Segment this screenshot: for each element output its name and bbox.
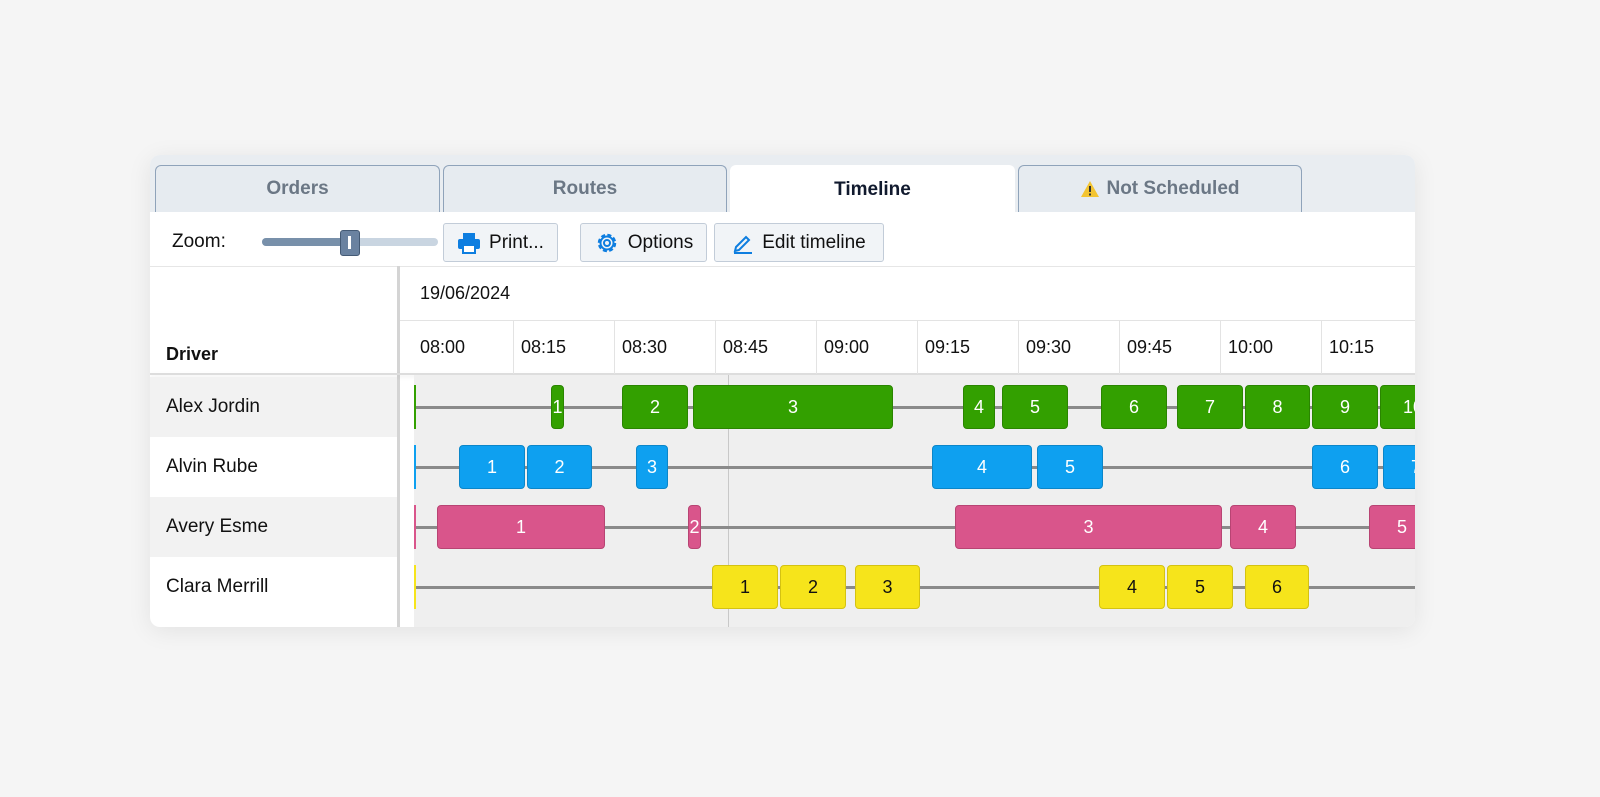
edit-button[interactable]: Edit timeline — [714, 223, 884, 262]
time-separator — [1321, 320, 1322, 374]
time-separator — [614, 320, 615, 374]
stop-block[interactable]: 4 — [963, 385, 995, 429]
button-label: Print... — [489, 231, 544, 253]
stop-block[interactable]: 5 — [1167, 565, 1233, 609]
zoom-label: Zoom: — [172, 231, 226, 252]
driver-row — [150, 437, 397, 497]
time-label: 10:15 — [1329, 337, 1375, 357]
stop-block[interactable]: 3 — [955, 505, 1222, 549]
driver-row — [150, 557, 397, 617]
printer-icon — [458, 232, 481, 254]
time-separator — [715, 320, 716, 374]
time-separator — [917, 320, 918, 374]
time-label: 09:45 — [1127, 337, 1173, 357]
stop-block[interactable]: 5 — [1002, 385, 1068, 429]
time-label: 08:00 — [420, 337, 466, 357]
stop-block[interactable]: 8 — [1245, 385, 1310, 429]
time-separator — [1018, 320, 1019, 374]
timeline-grid: 12345678910123456712345123456 — [414, 375, 1415, 627]
stop-block[interactable]: 3 — [855, 565, 920, 609]
time-label: 09:00 — [824, 337, 870, 357]
stop-block[interactable]: 1 — [459, 445, 525, 489]
time-label: 08:45 — [723, 337, 769, 357]
route-start — [414, 385, 416, 429]
driver-row — [150, 377, 397, 437]
stop-block[interactable]: 6 — [1245, 565, 1309, 609]
stop-block[interactable]: 4 — [1230, 505, 1296, 549]
button-label: Options — [627, 231, 694, 253]
tab-label: Timeline — [834, 178, 911, 200]
stop-block[interactable]: 1 — [712, 565, 778, 609]
route-start — [414, 565, 416, 609]
date-label: 19/06/2024 — [420, 283, 511, 303]
driver-name: Alex Jordin — [166, 396, 260, 417]
stop-block[interactable]: 3 — [636, 445, 668, 489]
warning-icon — [1081, 181, 1100, 197]
stop-block[interactable]: 1 — [551, 385, 564, 429]
time-label: 09:30 — [1026, 337, 1072, 357]
button-label: Edit timeline — [762, 231, 866, 253]
time-label: 08:15 — [521, 337, 567, 357]
tab[interactable]: Orders — [155, 165, 440, 212]
header-border — [150, 373, 1415, 375]
stop-block[interactable]: 2 — [688, 505, 701, 549]
route-line — [414, 406, 1415, 409]
stop-block[interactable]: 6 — [1101, 385, 1167, 429]
driver-row — [150, 497, 397, 557]
pencil-icon — [733, 235, 753, 254]
tab[interactable]: Not Scheduled — [1018, 165, 1302, 212]
tab-label: Not Scheduled — [1106, 178, 1240, 199]
driver-name: Alvin Rube — [166, 456, 258, 477]
time-label: 10:00 — [1228, 337, 1274, 357]
timeline-panel: Orders Routes Timeline Not Scheduled Zoo… — [150, 155, 1415, 627]
stop-block[interactable]: 5 — [1037, 445, 1103, 489]
column-header: Driver — [166, 344, 219, 364]
tab-label: Routes — [552, 178, 618, 199]
tab-bar: Orders Routes Timeline Not Scheduled — [150, 155, 1415, 213]
stop-block[interactable]: 4 — [932, 445, 1032, 489]
stop-block[interactable]: 9 — [1312, 385, 1378, 429]
gear-icon — [597, 233, 616, 252]
time-separator — [1119, 320, 1120, 374]
tab-active[interactable]: Timeline — [730, 165, 1015, 213]
column-divider — [397, 266, 400, 627]
divider — [150, 266, 1415, 267]
stop-block[interactable]: 1 — [437, 505, 605, 549]
stop-block[interactable]: 2 — [622, 385, 688, 429]
stop-block[interactable]: 10 — [1380, 385, 1415, 429]
driver-name: Avery Esme — [166, 516, 269, 537]
time-label: 09:15 — [925, 337, 971, 357]
tab-label: Orders — [266, 178, 329, 199]
route-start — [414, 505, 416, 549]
route-line — [414, 526, 1415, 529]
stop-block[interactable]: 7 — [1383, 445, 1415, 489]
stop-block[interactable]: 5 — [1369, 505, 1415, 549]
divider — [400, 320, 1415, 321]
slider-fill — [262, 238, 350, 246]
stop-block[interactable]: 3 — [693, 385, 893, 429]
tab[interactable]: Routes — [443, 165, 727, 212]
stop-block[interactable]: 2 — [780, 565, 846, 609]
stop-block[interactable]: 4 — [1099, 565, 1165, 609]
options-button[interactable]: Options — [580, 223, 707, 262]
print-button[interactable]: Print... — [443, 223, 558, 262]
stop-block[interactable]: 6 — [1312, 445, 1378, 489]
zoom-slider[interactable] — [262, 230, 438, 256]
now-line — [728, 375, 729, 627]
time-separator — [513, 320, 514, 374]
route-line — [414, 466, 1415, 469]
stop-block[interactable]: 7 — [1177, 385, 1243, 429]
driver-name: Clara Merrill — [166, 576, 269, 597]
time-separator — [816, 320, 817, 374]
route-start — [414, 445, 416, 489]
slider-handle[interactable] — [340, 230, 360, 256]
time-label: 08:30 — [622, 337, 668, 357]
stop-block[interactable]: 2 — [527, 445, 592, 489]
time-separator — [1220, 320, 1221, 374]
